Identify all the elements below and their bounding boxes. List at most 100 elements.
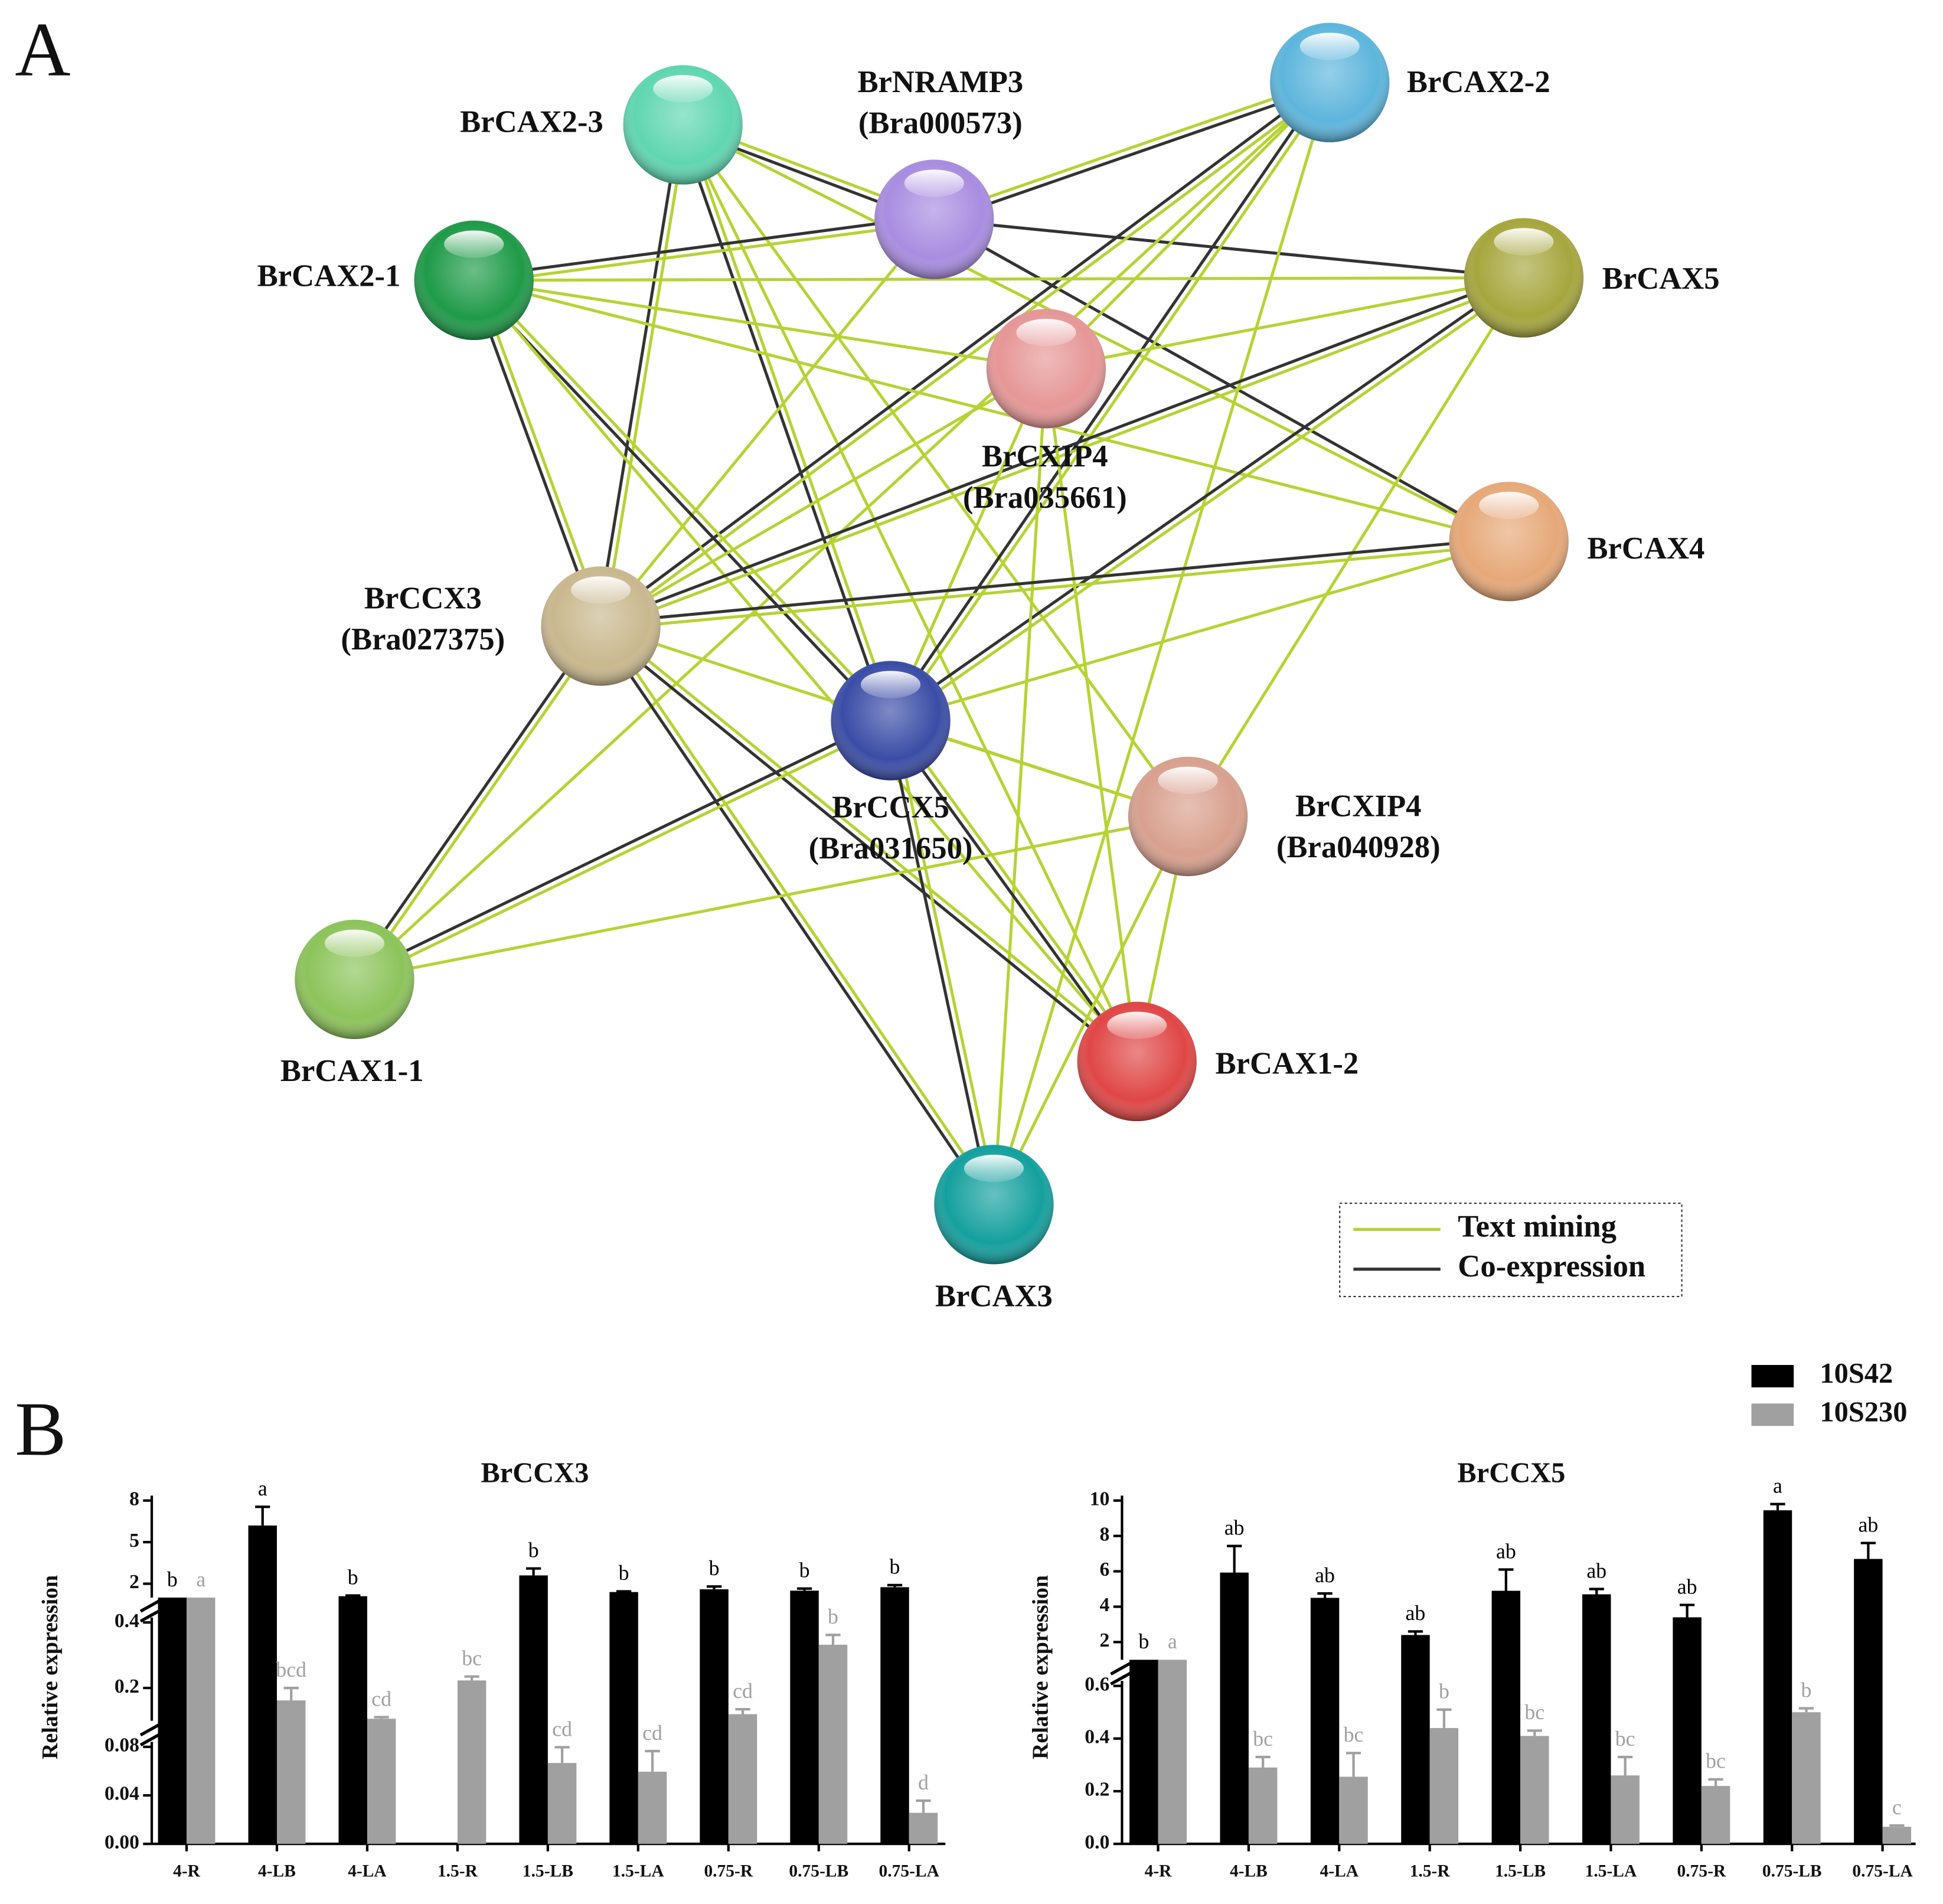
x-tick-label: 4-R bbox=[173, 1861, 201, 1880]
node-highlight bbox=[1479, 491, 1539, 520]
node-shade bbox=[623, 65, 743, 185]
error-bar bbox=[706, 1585, 722, 1589]
panel-label: A bbox=[15, 8, 70, 93]
error-bar bbox=[796, 1587, 812, 1591]
node-shade bbox=[1128, 756, 1248, 876]
edge bbox=[354, 815, 1188, 981]
edge bbox=[602, 623, 998, 1204]
y-tick-label: 6 bbox=[1100, 1559, 1110, 1580]
error-bar bbox=[255, 1505, 270, 1526]
significance-letter: ab bbox=[1677, 1575, 1697, 1598]
error-bar bbox=[1798, 1707, 1814, 1713]
bar bbox=[700, 1589, 729, 1844]
node-label: BrCCX3 bbox=[364, 581, 482, 615]
node-label: (Bra027375) bbox=[341, 622, 505, 657]
significance-letter: b bbox=[709, 1556, 720, 1580]
node-label: (Bra031650) bbox=[809, 831, 973, 866]
node-highlight bbox=[1494, 228, 1554, 256]
bar bbox=[1582, 1594, 1611, 1844]
node-label: BrNRAMP3 bbox=[857, 65, 1023, 99]
x-tick-label: 4-LA bbox=[1320, 1861, 1359, 1880]
edge bbox=[892, 717, 1141, 1061]
node-shade bbox=[541, 566, 661, 686]
panel-label: B bbox=[15, 1387, 66, 1472]
edge bbox=[600, 537, 1509, 625]
significance-letter: cd bbox=[733, 1679, 753, 1703]
error-bar bbox=[1770, 1503, 1785, 1511]
node-label: BrCAX4 bbox=[1587, 531, 1704, 566]
y-axis-label: Relative expression bbox=[1028, 1575, 1053, 1759]
bar bbox=[1520, 1736, 1549, 1844]
y-tick-label: 0.6 bbox=[1085, 1673, 1109, 1695]
bar bbox=[1611, 1775, 1640, 1844]
edge bbox=[681, 123, 1190, 818]
node-shade bbox=[414, 220, 534, 340]
y-tick-label: 0.2 bbox=[115, 1676, 139, 1697]
node-shade bbox=[1270, 22, 1390, 142]
x-tick-label: 1.5-R bbox=[437, 1861, 478, 1880]
bar bbox=[1701, 1786, 1730, 1844]
legend-label: Text mining bbox=[1458, 1209, 1617, 1243]
edge bbox=[934, 218, 1524, 280]
significance-letter: b bbox=[348, 1565, 358, 1589]
node-shade bbox=[934, 1145, 1054, 1265]
error-bar bbox=[616, 1590, 632, 1593]
node-highlight bbox=[653, 75, 713, 103]
edge bbox=[892, 719, 999, 1204]
x-tick-label: 0.75-LB bbox=[789, 1861, 848, 1880]
x-tick-label: 4-R bbox=[1145, 1861, 1173, 1880]
bar bbox=[457, 1680, 486, 1844]
error-bar bbox=[1889, 1824, 1905, 1827]
significance-letter: bc bbox=[1344, 1723, 1364, 1746]
x-tick-label: 0.75-R bbox=[1677, 1861, 1726, 1880]
error-bar bbox=[1589, 1588, 1604, 1595]
error-bar bbox=[345, 1594, 361, 1597]
edge bbox=[684, 123, 896, 720]
edge bbox=[992, 368, 1048, 1205]
node-shade bbox=[1464, 218, 1584, 338]
edge bbox=[475, 277, 894, 720]
edge bbox=[469, 280, 599, 628]
node-shade bbox=[1077, 1001, 1197, 1122]
error-bar bbox=[554, 1746, 570, 1763]
significance-letter: ab bbox=[1858, 1513, 1878, 1536]
nodes: BrCAX2-3 BrNRAMP3 (Bra000573) BrCAX2-2 BrCAX… bbox=[257, 22, 1720, 1313]
edge bbox=[886, 80, 1328, 720]
bar bbox=[519, 1575, 548, 1844]
significance-letter: bc bbox=[1615, 1727, 1635, 1750]
bar bbox=[1401, 1635, 1430, 1844]
error-bar bbox=[1618, 1755, 1633, 1776]
bar bbox=[1429, 1727, 1459, 1844]
node-highlight bbox=[860, 671, 921, 698]
significance-letter: cd bbox=[552, 1717, 572, 1740]
y-axis-label: Relative expression bbox=[38, 1575, 63, 1759]
edge bbox=[678, 125, 889, 723]
chart-title: BrCCX5 bbox=[1457, 1458, 1565, 1489]
legend-label: 10S230 bbox=[1820, 1396, 1907, 1428]
error-bar bbox=[887, 1583, 903, 1588]
legend-box bbox=[1339, 1203, 1683, 1298]
node-highlight bbox=[444, 230, 504, 258]
node-shade bbox=[874, 159, 994, 279]
chart-title: BrCCX3 bbox=[481, 1458, 589, 1489]
significance-letter: b bbox=[1439, 1680, 1449, 1703]
bar bbox=[728, 1714, 757, 1844]
node-label: BrCXIP4 bbox=[982, 439, 1108, 473]
bar bbox=[609, 1592, 638, 1844]
edge bbox=[475, 279, 606, 626]
x-tick-label: 1.5-LB bbox=[523, 1861, 573, 1880]
edge bbox=[933, 218, 1510, 543]
edge bbox=[682, 123, 1510, 543]
error-bar bbox=[1408, 1630, 1423, 1635]
node-highlight bbox=[904, 169, 964, 197]
x-tick-label: 1.5-LA bbox=[1585, 1861, 1637, 1880]
node-label: (Bra035661) bbox=[963, 481, 1127, 515]
edge bbox=[474, 221, 935, 285]
edge bbox=[596, 124, 681, 626]
bar bbox=[1854, 1559, 1883, 1844]
legend-label: Co-expression bbox=[1458, 1249, 1645, 1284]
error-bar bbox=[526, 1567, 541, 1576]
node-label: BrCAX2-2 bbox=[1407, 65, 1550, 99]
edge bbox=[892, 83, 1334, 724]
